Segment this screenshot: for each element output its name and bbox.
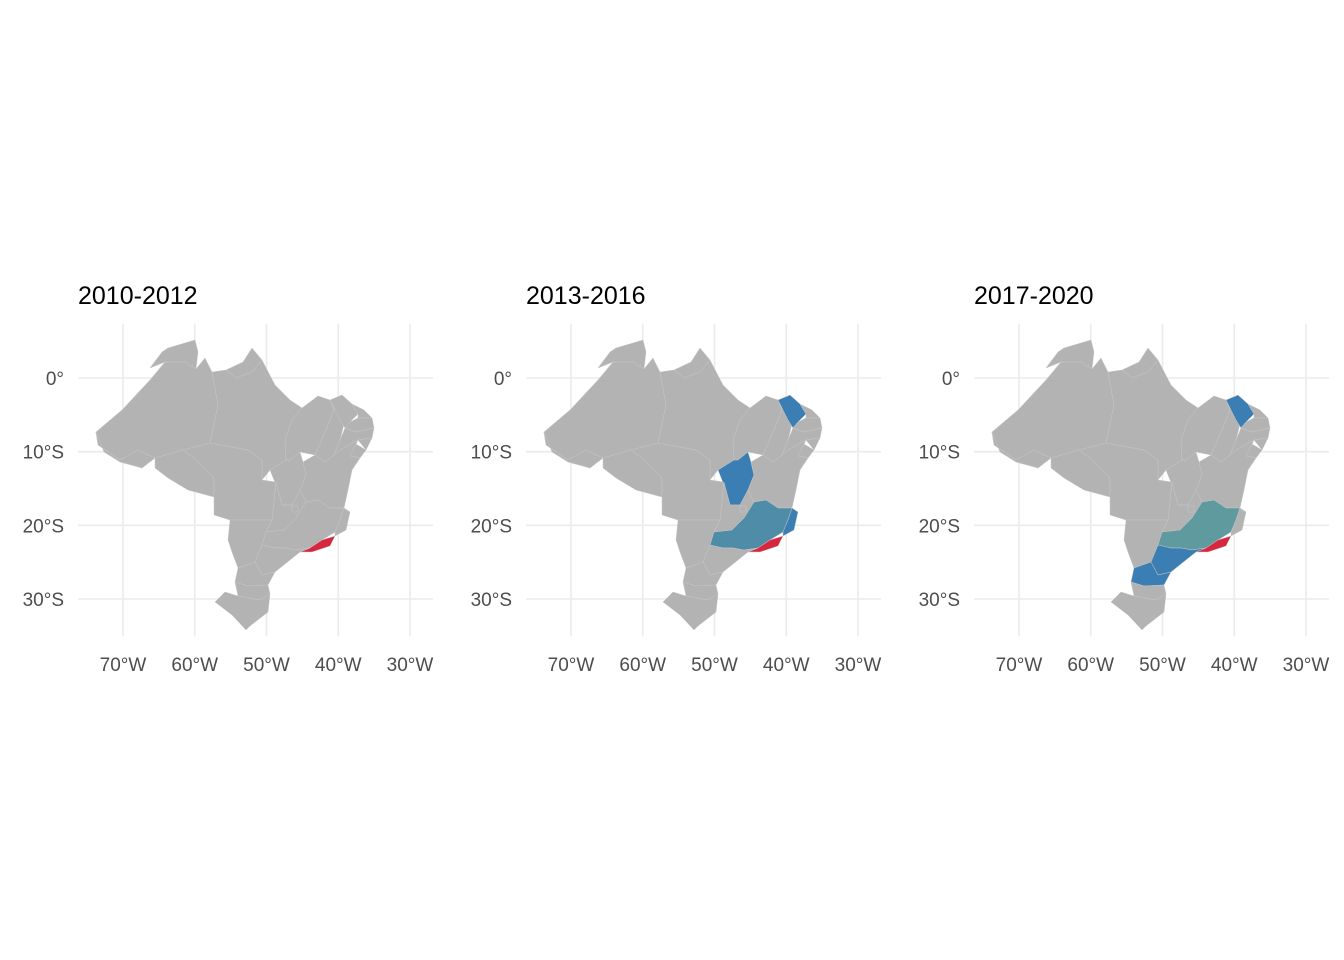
y-tick-label: 10°S xyxy=(919,443,960,464)
state-sp xyxy=(254,544,311,576)
panel-title: 2013-2016 xyxy=(526,282,646,310)
x-tick-label: 40°W xyxy=(315,655,362,676)
panel-title: 2017-2020 xyxy=(974,282,1094,310)
x-tick-label: 70°W xyxy=(996,655,1043,676)
y-tick-label: 20°S xyxy=(23,516,64,537)
state-al xyxy=(1253,437,1269,451)
y-tick-label: 10°S xyxy=(471,443,512,464)
brazil-states xyxy=(95,339,375,631)
y-tick-label: 10°S xyxy=(23,443,64,464)
x-tick-label: 70°W xyxy=(548,655,595,676)
panel-title: 2010-2012 xyxy=(78,282,198,310)
state-am xyxy=(543,357,667,461)
y-tick-label: 20°S xyxy=(919,516,960,537)
state-df xyxy=(1187,505,1195,513)
state-sp xyxy=(1150,544,1207,576)
y-tick-label: 0° xyxy=(46,369,64,390)
y-tick-label: 0° xyxy=(494,369,512,390)
state-am xyxy=(95,357,219,461)
brazil-states xyxy=(991,339,1271,631)
state-ma xyxy=(284,395,335,461)
state-am xyxy=(991,357,1115,461)
x-tick-label: 50°W xyxy=(1139,655,1186,676)
state-ce xyxy=(329,394,359,429)
state-al xyxy=(805,437,821,451)
state-rr xyxy=(1045,339,1095,370)
state-ba xyxy=(1195,439,1257,509)
state-rs xyxy=(214,591,271,631)
x-tick-label: 60°W xyxy=(171,655,218,676)
x-tick-label: 60°W xyxy=(1067,655,1114,676)
state-al xyxy=(357,437,373,451)
y-tick-label: 20°S xyxy=(471,516,512,537)
y-tick-label: 0° xyxy=(942,369,960,390)
state-ba xyxy=(299,439,361,509)
state-rs xyxy=(1110,591,1167,631)
x-tick-label: 30°W xyxy=(1283,655,1330,676)
y-tick-label: 30°S xyxy=(23,590,64,611)
state-sp xyxy=(702,544,759,576)
state-df xyxy=(291,505,299,513)
x-tick-label: 30°W xyxy=(835,655,882,676)
map-panel-2010-2012: 0° 10°S 20°S 30°S 70°W 60°W 50°W 40°W 30°W 2010-2… xyxy=(23,282,434,676)
state-ma xyxy=(732,395,783,461)
x-tick-label: 50°W xyxy=(691,655,738,676)
state-df xyxy=(739,505,747,513)
state-rr xyxy=(149,339,199,370)
y-tick-label: 30°S xyxy=(471,590,512,611)
state-ce xyxy=(1225,394,1255,429)
x-tick-label: 60°W xyxy=(619,655,666,676)
x-tick-label: 40°W xyxy=(763,655,810,676)
state-ce xyxy=(777,394,807,429)
x-tick-label: 70°W xyxy=(100,655,147,676)
x-tick-label: 30°W xyxy=(387,655,434,676)
state-rr xyxy=(597,339,647,370)
y-tick-label: 30°S xyxy=(919,590,960,611)
state-rs xyxy=(662,591,719,631)
state-ba xyxy=(747,439,809,509)
state-ma xyxy=(1180,395,1231,461)
x-tick-label: 50°W xyxy=(243,655,290,676)
x-tick-label: 40°W xyxy=(1211,655,1258,676)
brazil-states xyxy=(543,339,823,631)
map-panel-2017-2020: 0° 10°S 20°S 30°S 70°W 60°W 50°W 40°W 30°W 2017-2… xyxy=(919,282,1330,676)
map-panel-2013-2016: 0° 10°S 20°S 30°S 70°W 60°W 50°W 40°W 30°W 2013-2… xyxy=(471,282,882,676)
